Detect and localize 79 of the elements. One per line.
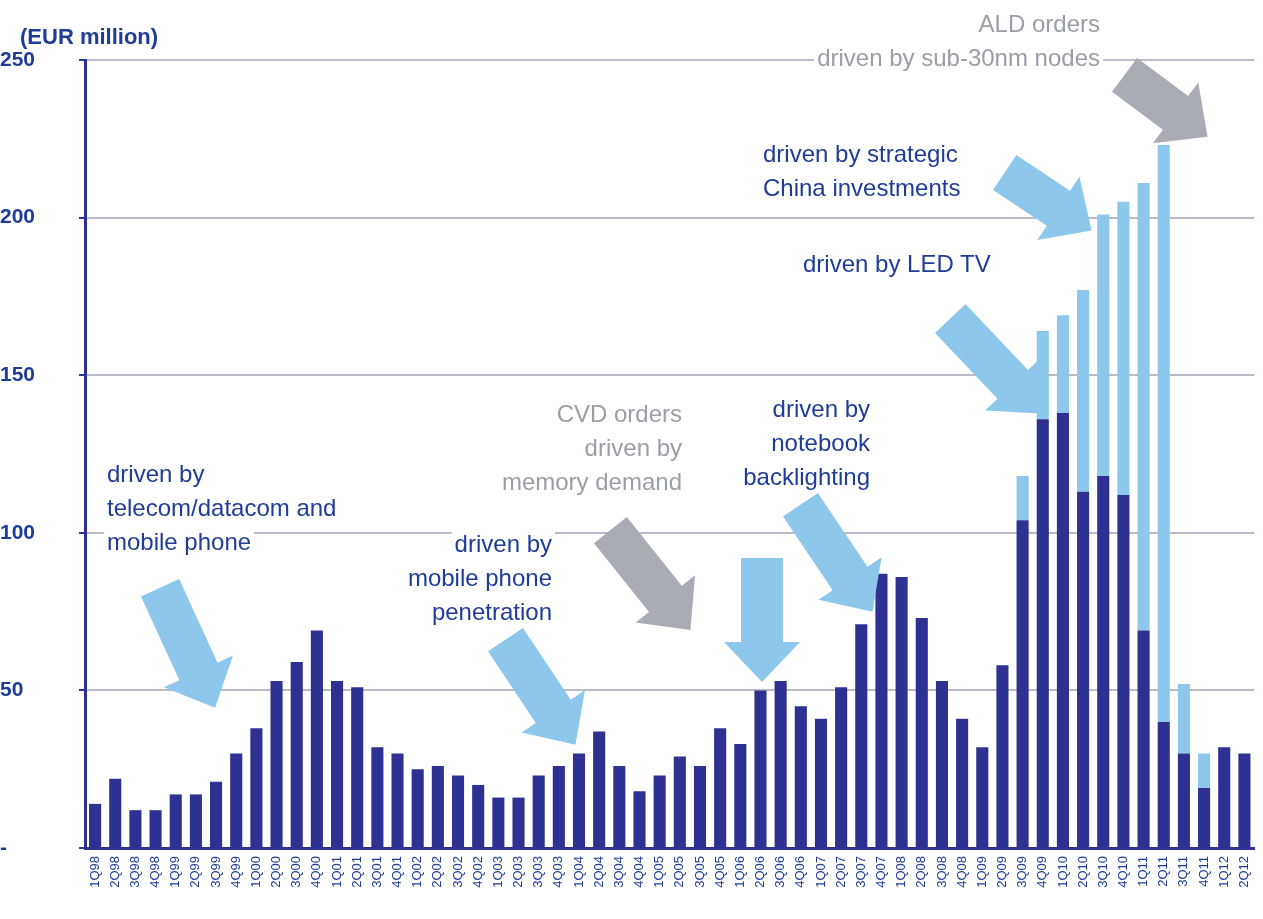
x-tick-label: 2Q00: [268, 856, 284, 888]
annotation: driven by telecom/datacom and mobile phone: [107, 459, 337, 555]
annotation: ALD orders driven by sub-30nm nodes: [817, 9, 1100, 71]
y-tick-label: 200: [0, 204, 36, 228]
annotation: driven by strategic China investments: [763, 139, 961, 201]
x-tick-label: 2Q07: [832, 856, 848, 888]
x-tick-label: 3Q07: [852, 856, 868, 888]
x-tick-label: 3Q98: [126, 856, 142, 888]
x-tick-label: 2Q02: [429, 856, 445, 888]
x-tick-label: 1Q11: [1135, 856, 1151, 887]
x-tick-label: 1Q04: [570, 856, 586, 888]
bar: [1056, 315, 1069, 414]
x-tick-label: 2Q09: [994, 856, 1010, 888]
x-tick-label: 3Q05: [691, 856, 707, 888]
bar: [1157, 145, 1170, 722]
x-tick-label: 4Q05: [711, 856, 727, 888]
annotation: CVD orders driven by memory demand: [501, 399, 682, 495]
x-tick-label: 3Q10: [1094, 856, 1110, 888]
x-tick-label: 2Q03: [510, 856, 526, 888]
x-tick-label: 1Q08: [893, 856, 909, 888]
annotation: driven by notebook backlighting: [743, 394, 871, 490]
x-tick-label: 2Q06: [752, 856, 768, 888]
x-tick-label: 3Q00: [288, 856, 304, 888]
x-tick-label: 1Q10: [1054, 856, 1070, 888]
bar: [1137, 182, 1150, 631]
x-tick-label: 3Q11: [1175, 856, 1191, 887]
x-tick-label: 2Q08: [913, 856, 929, 888]
x-tick-label: 3Q03: [530, 856, 546, 888]
x-tick-label: 1Q98: [86, 856, 102, 888]
x-tick-label: 1Q07: [812, 856, 828, 888]
x-tick-label: 1Q09: [973, 856, 989, 888]
x-tick-label: 1Q02: [409, 856, 425, 888]
x-tick-label: 4Q09: [1034, 856, 1050, 888]
bar: [1117, 201, 1130, 495]
x-tick-label: 4Q01: [389, 856, 405, 888]
bar: [1016, 476, 1029, 521]
x-tick-label: 2Q05: [671, 856, 687, 888]
x-tick-label: 3Q09: [1014, 856, 1030, 888]
y-tick-label: -: [0, 834, 7, 858]
x-tick-label: 3Q04: [610, 856, 626, 888]
x-tick-label: 4Q11: [1195, 856, 1211, 887]
y-tick-label: 150: [0, 362, 36, 385]
x-tick-label: 3Q06: [772, 856, 788, 888]
x-tick-label: 2Q11: [1155, 856, 1171, 887]
x-tick-label: 2Q99: [187, 856, 203, 888]
x-tick-label: 3Q99: [207, 856, 223, 888]
y-tick-label: 100: [0, 519, 36, 543]
x-tick-label: 2Q01: [348, 856, 364, 888]
x-tick-label: 4Q10: [1115, 856, 1130, 888]
x-tick-label: 4Q00: [308, 856, 324, 888]
x-tick-label: 4Q06: [792, 856, 808, 888]
x-tick-label: 4Q04: [631, 856, 647, 888]
y-tick-label: 50: [0, 677, 24, 701]
x-tick-label: 4Q02: [469, 856, 485, 888]
bar: [1198, 753, 1211, 789]
x-tick-label: 4Q99: [227, 856, 243, 888]
x-tick-label: 4Q07: [873, 856, 889, 888]
x-tick-label: 3Q08: [933, 856, 949, 888]
annotation: driven by mobile phone penetration: [407, 529, 552, 625]
bar: [1177, 684, 1190, 754]
x-tick-label: 3Q01: [368, 856, 384, 888]
x-tick-label: 2Q04: [590, 856, 606, 888]
x-tick-label: 2Q10: [1074, 856, 1090, 888]
x-tick-label: 4Q08: [953, 856, 969, 888]
x-tick-label: 4Q98: [147, 856, 163, 888]
x-tick-label: 1Q00: [247, 856, 263, 888]
x-tick-label: 1Q99: [167, 856, 183, 888]
x-tick-label: 3Q02: [449, 856, 465, 888]
x-tick-label: 1Q12: [1215, 856, 1231, 888]
x-tick-label: 1Q06: [731, 856, 747, 888]
x-tick-label: 2Q12: [1235, 856, 1251, 888]
x-tick-label: 1Q05: [651, 856, 667, 888]
bar: [1097, 214, 1110, 477]
bar: [1077, 290, 1090, 492]
x-tick-label: 4Q03: [550, 856, 566, 888]
x-tick-label: 2Q98: [106, 856, 122, 888]
annotation: driven by LED TV: [803, 249, 991, 277]
x-tick-label: 1Q03: [489, 856, 505, 888]
x-tick-label: 1Q01: [328, 856, 344, 888]
